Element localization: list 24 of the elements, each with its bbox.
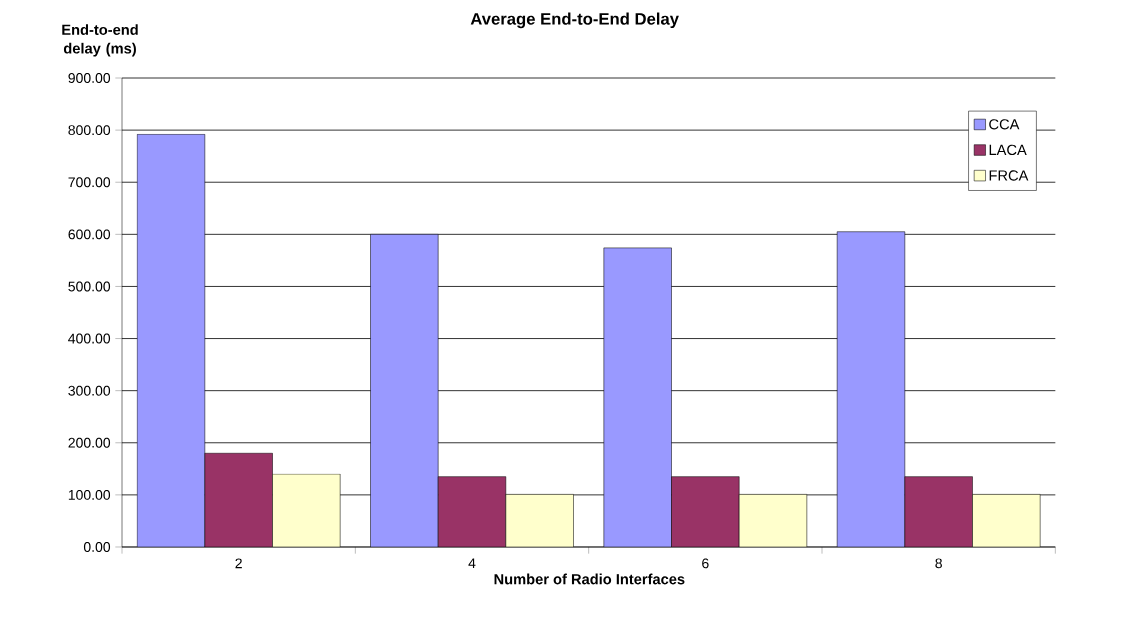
legend-label: CCA [989, 119, 1020, 130]
y-tick-label: 800.00 [68, 125, 111, 136]
bar [204, 453, 273, 547]
x-tick-label: 2 [235, 558, 242, 569]
y-tick-label: 0.00 [83, 542, 111, 552]
y-tick-label: 600.00 [68, 229, 111, 240]
bar [438, 476, 506, 547]
x-tick-label: 6 [702, 558, 709, 569]
legend-label: FRCA [989, 170, 1029, 181]
y-tick-label: 400.00 [68, 333, 111, 344]
chart-title: Average End-to-End Delay [470, 12, 679, 29]
y-tick-label: 500.00 [68, 281, 111, 292]
legend-label: LACA [989, 144, 1027, 156]
x-axis-title: Number of Radio Interfaces [494, 573, 685, 585]
y-tick-label: 700.00 [68, 177, 111, 188]
y-tick-label: 200.00 [68, 437, 111, 448]
bar [671, 476, 740, 547]
x-tick-label: 4 [468, 558, 476, 569]
x-tick-label: 8 [935, 558, 942, 569]
y-axis-title: End-to-end delay (ms) [62, 24, 138, 57]
y-tick-label: 300.00 [68, 385, 111, 396]
y-tick-label: 900.00 [68, 73, 111, 83]
bar [904, 476, 973, 547]
y-tick-label: 100.00 [68, 489, 111, 500]
